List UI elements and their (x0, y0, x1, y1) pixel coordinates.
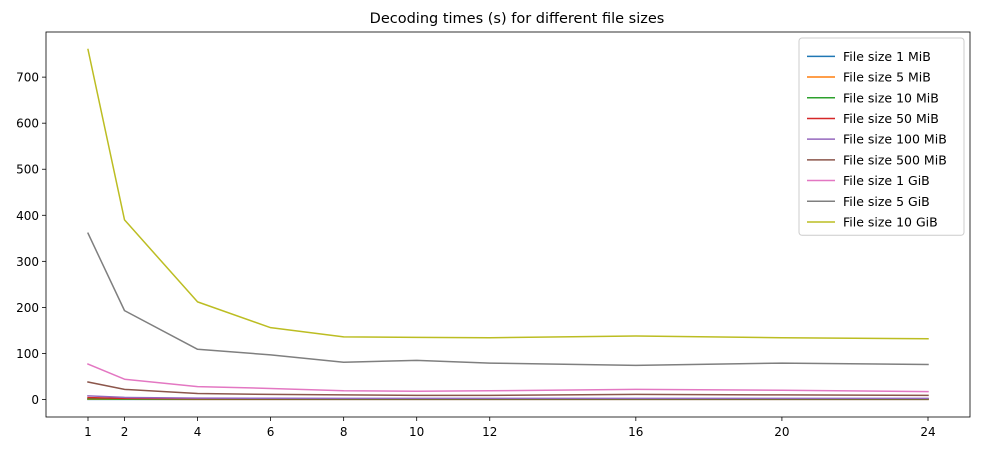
series-line-7 (87, 363, 929, 393)
y-tick-label: 0 (31, 393, 39, 407)
y-tick-label: 400 (16, 209, 39, 223)
y-axis: 0 100 200 300 400 500 600 700 (16, 71, 46, 407)
x-tick-label: 20 (774, 425, 789, 439)
x-tick-label: 24 (920, 425, 935, 439)
legend-label: File size 10 GiB (843, 214, 938, 229)
x-tick-label: 8 (340, 425, 348, 439)
x-tick-label: 6 (267, 425, 275, 439)
series-line-5 (87, 395, 929, 400)
legend-label: File size 50 MiB (843, 111, 939, 126)
y-tick-label: 500 (16, 163, 39, 177)
legend-label: File size 500 MiB (843, 152, 947, 167)
legend-label: File size 100 MiB (843, 132, 947, 147)
x-tick-label: 2 (121, 425, 129, 439)
y-tick-label: 600 (16, 117, 39, 131)
series-line-9 (87, 48, 929, 340)
series-line-8 (87, 232, 929, 367)
x-tick-label: 4 (194, 425, 202, 439)
legend-label: File size 1 MiB (843, 49, 931, 64)
legend-label: File size 10 MiB (843, 90, 939, 105)
y-tick-label: 200 (16, 301, 39, 315)
y-tick-label: 300 (16, 255, 39, 269)
x-tick-label: 12 (482, 425, 497, 439)
legend-label: File size 5 GiB (843, 194, 930, 209)
axes-frame (45, 31, 971, 418)
x-tick-label: 10 (409, 425, 424, 439)
chart-title: Decoding times (s) for different file si… (370, 11, 665, 27)
y-tick-label: 700 (16, 71, 39, 85)
legend-box (798, 37, 965, 236)
series-line-6 (87, 381, 929, 397)
legend-label: File size 5 MiB (843, 70, 931, 85)
y-tick-label: 100 (16, 347, 39, 361)
legend: File size 1 MiB File size 5 MiB File size … (798, 37, 965, 236)
x-tick-label: 1 (84, 425, 92, 439)
plot-area (87, 48, 929, 401)
x-axis: 1 2 4 6 8 10 12 16 20 24 (84, 417, 936, 439)
x-tick-label: 16 (628, 425, 643, 439)
legend-label: File size 1 GiB (843, 173, 930, 188)
